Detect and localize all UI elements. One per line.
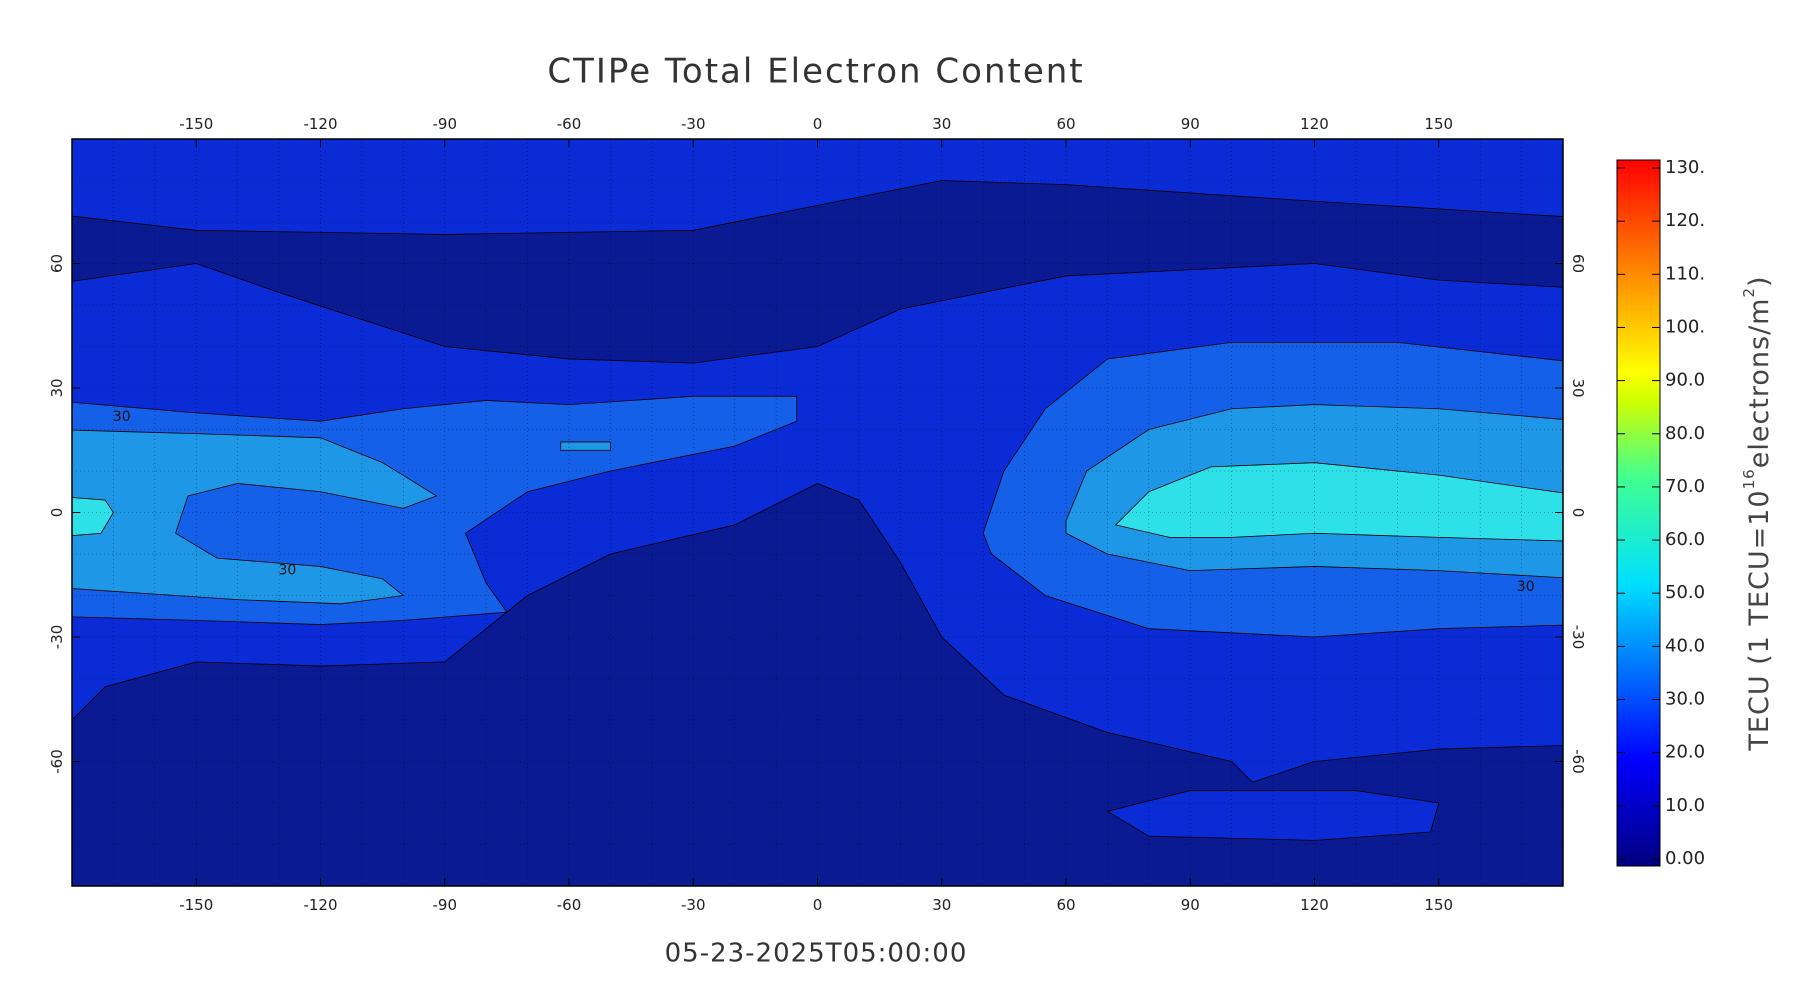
colorbar-tick-label: 20.0	[1665, 742, 1705, 763]
contour-label: 30	[1517, 579, 1535, 595]
contour-label: 30	[113, 409, 131, 425]
x-tick-label: 90	[1181, 115, 1200, 133]
colorbar-label-part: )	[1744, 275, 1775, 287]
contour-label: 30	[278, 563, 296, 579]
y-tick-label: -60	[48, 749, 66, 774]
colorbar-tick-label: 30.0	[1665, 689, 1705, 710]
graticule	[72, 139, 1563, 886]
colorbar-tick-label: 110.	[1665, 263, 1705, 284]
colorbar-tick-label: 120.	[1665, 210, 1705, 231]
colorbar-label-part: electrons/m	[1744, 298, 1775, 469]
x-tick-label: 0	[813, 115, 823, 133]
timestamp: 05-23-2025T05:00:00	[665, 939, 968, 969]
x-tick-label: -60	[557, 115, 582, 133]
x-tick-label: -150	[179, 896, 213, 914]
y-tick-label: -30	[1569, 625, 1587, 650]
colorbar-tick-label: 130.	[1665, 157, 1705, 178]
y-tick-label: 60	[1569, 254, 1587, 273]
colorbar-tick-label: 40.0	[1665, 635, 1705, 656]
map	[72, 139, 1563, 886]
low-band-south	[72, 483, 1563, 886]
y-tick-label: 0	[1569, 508, 1587, 518]
x-tick-label: -90	[433, 115, 458, 133]
x-tick-label: 0	[813, 896, 823, 914]
band-west-inner	[72, 430, 436, 604]
colorbar-tick-label: 100.	[1665, 316, 1705, 337]
colorbar-tick-label: 80.0	[1665, 423, 1705, 444]
colorbar-label-sup: 2	[1740, 287, 1758, 298]
x-tick-label: -120	[303, 896, 337, 914]
x-tick-label: 60	[1056, 896, 1075, 914]
x-tick-label: -60	[557, 896, 582, 914]
y-tick-label: 30	[48, 378, 66, 397]
y-tick-label: -60	[1569, 749, 1587, 774]
x-tick-label: 120	[1300, 896, 1329, 914]
colorbar-tick-label: 70.0	[1665, 476, 1705, 497]
y-tick-label: -30	[48, 625, 66, 650]
x-tick-label: 30	[932, 115, 951, 133]
y-tick-label: 60	[48, 254, 66, 273]
colorbar-label: TECU (1 TECU=1016electrons/m2)	[1740, 275, 1775, 751]
title: CTIPe Total Electron Content	[547, 52, 1084, 92]
colorbar-tick-label: 0.00	[1665, 848, 1705, 869]
x-tick-label: -150	[179, 115, 213, 133]
x-tick-label: 60	[1056, 115, 1075, 133]
colorbar-tick-label: 90.0	[1665, 370, 1705, 391]
colorbar-tick-label: 10.0	[1665, 795, 1705, 816]
x-tick-label: -30	[681, 115, 706, 133]
band-sliver	[561, 442, 611, 450]
y-tick-label: 30	[1569, 378, 1587, 397]
colorbar-tick-label: 60.0	[1665, 529, 1705, 550]
y-tick-label: 0	[48, 508, 66, 518]
x-tick-label: -30	[681, 896, 706, 914]
x-tick-label: 150	[1424, 115, 1453, 133]
x-tick-label: 90	[1181, 896, 1200, 914]
x-tick-label: -90	[433, 896, 458, 914]
x-tick-label: 150	[1424, 896, 1453, 914]
band-west-core	[72, 496, 113, 538]
x-tick-label: -120	[303, 115, 337, 133]
colorbar	[1616, 159, 1661, 867]
colorbar-label-sup: 16	[1740, 468, 1758, 489]
x-tick-label: 120	[1300, 115, 1329, 133]
x-tick-label: 30	[932, 896, 951, 914]
colorbar-tick-label: 50.0	[1665, 582, 1705, 603]
colorbar-label-part: TECU (1 TECU=10	[1744, 489, 1775, 751]
